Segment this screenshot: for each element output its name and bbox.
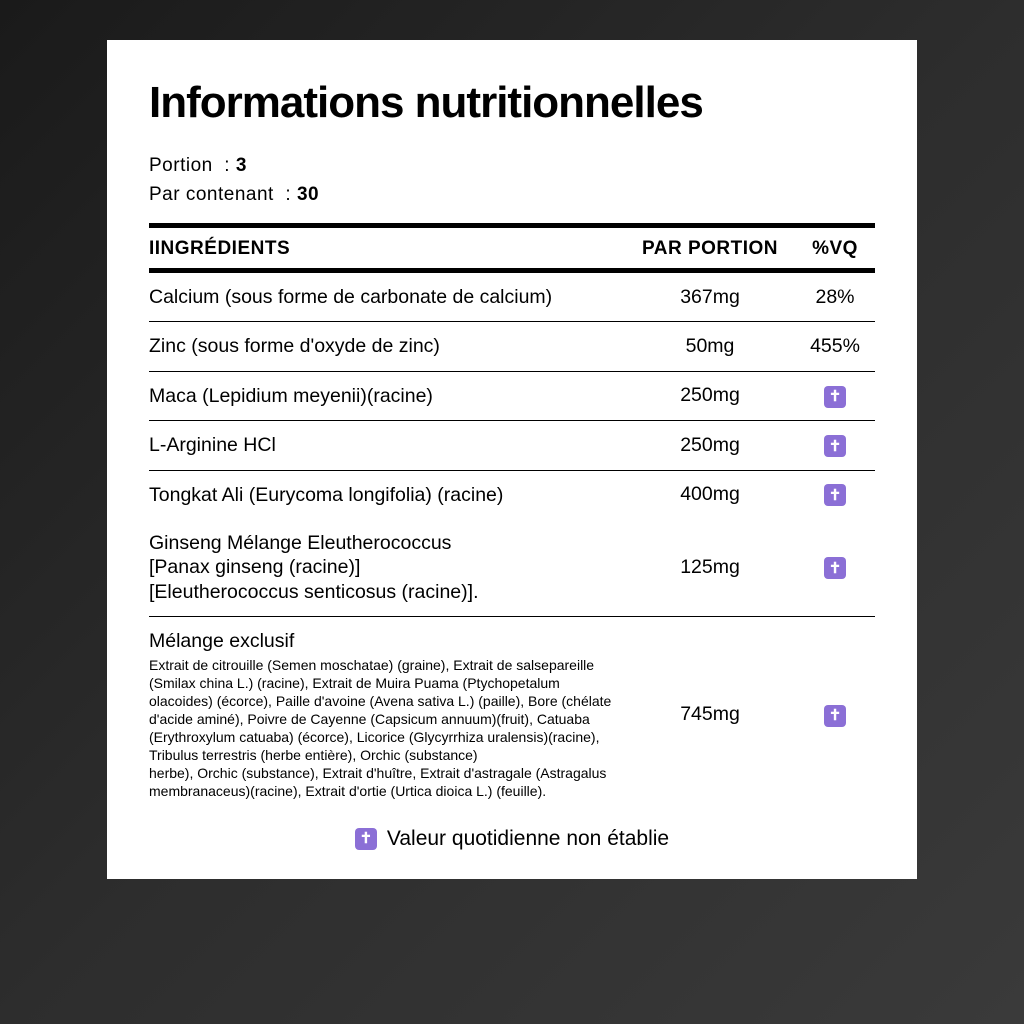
ingredient-portion: 250mg bbox=[625, 434, 795, 457]
ingredient-rows: Calcium (sous forme de carbonate de calc… bbox=[149, 273, 875, 519]
dagger-icon: ✝ bbox=[824, 435, 846, 457]
serving-info: Portion : 3 Par contenant : 30 bbox=[149, 152, 875, 209]
header-dv: %VQ bbox=[795, 238, 875, 260]
ingredient-dv: 455% bbox=[795, 335, 875, 358]
ginseng-line2: [Panax ginseng (racine)] bbox=[149, 556, 360, 578]
table-row: Maca (Lepidium meyenii)(racine)250mg ✝ bbox=[149, 372, 875, 421]
ingredient-portion: 400mg bbox=[625, 483, 795, 506]
ingredient-name: L-Arginine HCl bbox=[149, 433, 625, 457]
ingredient-name: Calcium (sous forme de carbonate de calc… bbox=[149, 285, 625, 309]
blend-text: Extrait de citrouille (Semen moschatae) … bbox=[149, 657, 619, 800]
dagger-icon: ✝ bbox=[355, 828, 377, 850]
ingredient-name: Maca (Lepidium meyenii)(racine) bbox=[149, 384, 625, 408]
container-value: 30 bbox=[297, 184, 319, 205]
table-row: Ginseng Mélange Eleutherococcus [Panax g… bbox=[149, 519, 875, 617]
ingredient-dv: 28% bbox=[795, 286, 875, 309]
table-row: Tongkat Ali (Eurycoma longifolia) (racin… bbox=[149, 471, 875, 519]
dagger-icon: ✝ bbox=[824, 484, 846, 506]
ingredient-dv: ✝ bbox=[795, 434, 875, 458]
ingredient-name: Zinc (sous forme d'oxyde de zinc) bbox=[149, 334, 625, 358]
header-ingredients: IINGRÉDIENTS bbox=[149, 238, 625, 260]
ingredient-portion: 50mg bbox=[625, 335, 795, 358]
blend-title: Mélange exclusif bbox=[149, 629, 625, 653]
ingredient-portion: 250mg bbox=[625, 384, 795, 407]
ingredient-dv: ✝ bbox=[795, 483, 875, 507]
dagger-icon: ✝ bbox=[824, 705, 846, 727]
ingredient-portion: 125mg bbox=[625, 556, 795, 579]
ingredient-dv: ✝ bbox=[795, 556, 875, 580]
dagger-icon: ✝ bbox=[824, 557, 846, 579]
footer-note: ✝ Valeur quotidienne non établie bbox=[149, 813, 875, 851]
ingredient-portion: 367mg bbox=[625, 286, 795, 309]
ingredient-dv: ✝ bbox=[795, 384, 875, 408]
portion-value: 3 bbox=[236, 155, 247, 176]
portion-label: Portion bbox=[149, 155, 213, 176]
footer-text: Valeur quotidienne non établie bbox=[387, 827, 669, 851]
ginseng-line3: [Eleutherococcus senticosus (racine)]. bbox=[149, 581, 478, 603]
blend-name: Mélange exclusif Extrait de citrouille (… bbox=[149, 629, 625, 801]
nutrition-panel: Informations nutritionnelles Portion : 3… bbox=[107, 40, 917, 879]
table-row: Zinc (sous forme d'oxyde de zinc)50mg455… bbox=[149, 322, 875, 371]
table-row: Mélange exclusif Extrait de citrouille (… bbox=[149, 617, 875, 813]
page-title: Informations nutritionnelles bbox=[149, 78, 875, 128]
table-header: IINGRÉDIENTS PAR PORTION %VQ bbox=[149, 228, 875, 268]
dagger-icon: ✝ bbox=[824, 386, 846, 408]
blend-dv: ✝ bbox=[795, 703, 875, 727]
container-label: Par contenant bbox=[149, 184, 274, 205]
ginseng-line1: Ginseng Mélange Eleutherococcus bbox=[149, 532, 451, 554]
ingredient-name: Ginseng Mélange Eleutherococcus [Panax g… bbox=[149, 531, 625, 604]
blend-portion: 745mg bbox=[625, 703, 795, 726]
header-per-portion: PAR PORTION bbox=[625, 238, 795, 260]
table-row: L-Arginine HCl250mg ✝ bbox=[149, 421, 875, 470]
table-row: Calcium (sous forme de carbonate de calc… bbox=[149, 273, 875, 322]
ingredient-name: Tongkat Ali (Eurycoma longifolia) (racin… bbox=[149, 483, 625, 507]
